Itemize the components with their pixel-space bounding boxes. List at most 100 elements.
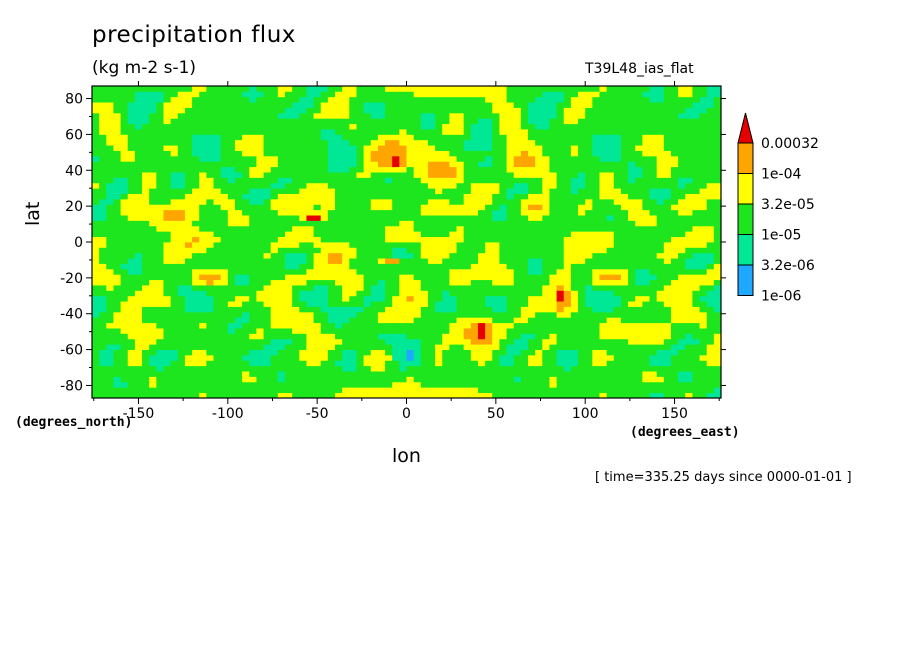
heatmap-cell [263,177,272,184]
heatmap-cell [606,86,615,92]
heatmap-cell [242,301,250,307]
heatmap-cell [163,172,172,178]
heatmap-cell [342,220,350,227]
heatmap-cell [620,225,629,232]
heatmap-cell [234,274,243,281]
heatmap-cell [463,198,472,205]
heatmap-cell [113,252,121,259]
heatmap-cell [463,220,472,227]
heatmap-cell [92,225,100,232]
heatmap-cell [335,145,343,151]
heatmap-cell [270,301,279,307]
heatmap-cell [184,290,193,297]
heatmap-cell [349,129,357,135]
heatmap-cell [477,328,486,334]
heatmap-cell [470,338,479,345]
heatmap-cell [92,252,100,259]
heatmap-cell [542,268,550,275]
heatmap-cell [427,198,436,205]
heatmap-cell [385,322,393,329]
heatmap-cell [420,198,429,205]
heatmap-cell [363,215,372,221]
heatmap-cell [184,371,193,377]
heatmap-cell [106,161,114,168]
heatmap-cell [206,188,214,194]
heatmap-cell [535,279,543,286]
heatmap-cell [570,134,579,141]
heatmap-cell [142,290,150,297]
heatmap-cell [142,258,150,264]
heatmap-cell [213,107,222,114]
heatmap-cell [535,225,543,232]
heatmap-cell [477,209,486,216]
heatmap-cell [249,349,257,356]
heatmap-cell [563,123,572,130]
heatmap-cell [678,231,686,238]
heatmap-cell [313,129,322,135]
heatmap-cell [570,333,579,340]
heatmap-cell [163,311,172,318]
heatmap-cell [399,145,407,151]
heatmap-cell [463,139,472,146]
heatmap-cell [470,198,479,205]
heatmap-cell [256,231,264,238]
heatmap-cell [449,360,457,367]
heatmap-cell [99,129,107,135]
heatmap-cell [542,317,550,324]
heatmap-cell [199,220,207,227]
heatmap-cell [270,252,279,259]
heatmap-cell [528,134,536,141]
heatmap-cell [284,177,293,184]
heatmap-cell [349,150,357,157]
heatmap-cell [227,123,236,130]
heatmap-cell [127,161,136,168]
heatmap-cell [270,188,279,194]
heatmap-cell [385,349,393,356]
heatmap-cell [663,123,672,130]
heatmap-cell [413,317,422,324]
heatmap-cell [342,236,350,243]
heatmap-cell [463,112,472,119]
heatmap-cell [377,365,386,372]
heatmap-cell [406,274,415,281]
heatmap-cell [563,344,572,350]
heatmap-cell [470,252,479,259]
heatmap-cell [170,252,179,259]
heatmap-cell [535,322,543,329]
heatmap-cell [256,102,264,108]
heatmap-cell [535,290,543,297]
heatmap-cell [127,166,136,173]
heatmap-cell [99,145,107,151]
heatmap-cell [306,387,314,394]
heatmap-cell [613,263,622,270]
heatmap-cell [249,220,257,227]
heatmap-cell [656,231,665,238]
heatmap-cell [692,177,700,184]
heatmap-cell [177,392,186,399]
heatmap-cell [227,150,236,157]
heatmap-cell [670,317,679,324]
heatmap-cell [120,188,129,194]
heatmap-cell [149,258,157,264]
heatmap-cell [585,279,593,286]
heatmap-cell [356,381,365,388]
heatmap-cell [184,225,193,232]
heatmap-cell [578,354,586,361]
heatmap-cell [342,317,350,324]
heatmap-cell [442,225,450,232]
heatmap-cell [463,107,472,114]
heatmap-cell [277,123,286,130]
heatmap-cell [535,129,543,135]
heatmap-cell [234,96,243,103]
heatmap-cell [592,91,600,98]
heatmap-cell [320,242,329,248]
heatmap-cell [192,258,200,264]
heatmap-cell [449,349,457,356]
heatmap-cell [227,188,236,194]
heatmap-cell [234,333,243,340]
heatmap-cell [320,188,329,194]
heatmap-cell [699,177,708,184]
heatmap-cell [685,86,693,92]
heatmap-cell [699,306,708,313]
heatmap-cell [520,172,529,178]
